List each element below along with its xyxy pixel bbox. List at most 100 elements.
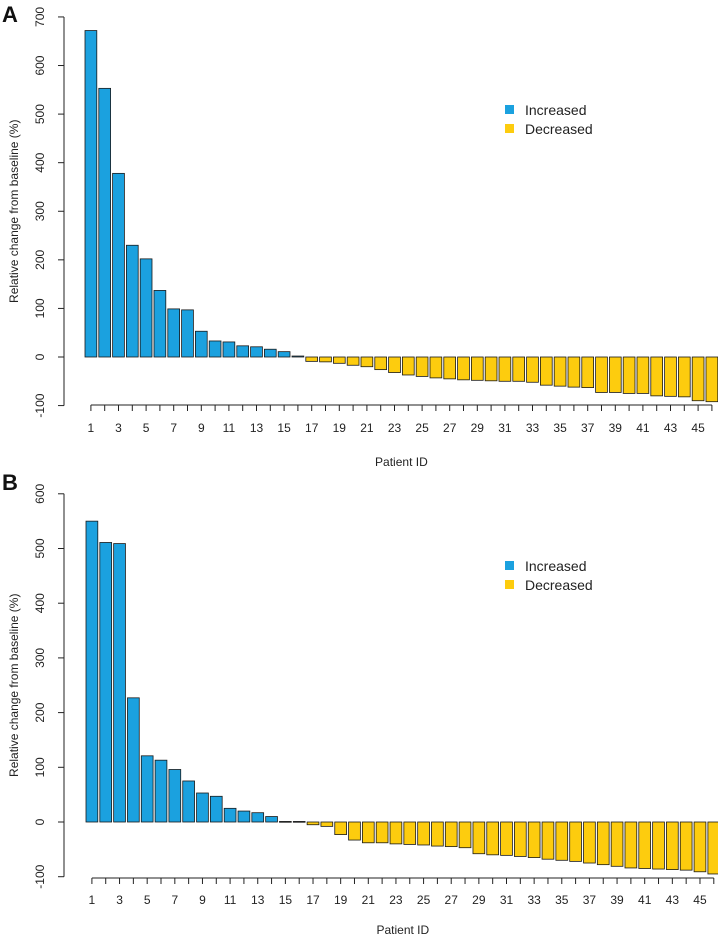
bar-patient-25 [415,356,429,377]
x-tick-label: 3 [116,893,123,907]
x-tick-label: 35 [553,421,567,435]
x-tick-label: 29 [472,893,486,907]
bar-patient-1 [84,30,98,358]
x-tick-label: 13 [251,893,265,907]
bar-patient-22 [374,356,387,371]
bar-patient-15 [277,351,291,358]
x-tick-label: 39 [609,421,623,435]
x-tick-label: 35 [555,893,569,907]
x-tick-label: 45 [691,421,705,435]
bar-patient-32 [512,356,525,382]
bar-patient-20 [348,821,361,841]
bar-patient-25 [417,821,430,846]
bar-patient-34 [540,356,553,386]
bar-patient-16 [291,355,305,358]
bar-patient-20 [346,356,360,366]
bar-patient-45 [693,821,707,873]
x-tick-label: 1 [89,893,96,907]
bar-patient-10 [208,340,222,358]
bar-patient-41 [636,356,650,394]
y-tick-label: 600 [33,55,47,75]
legend-swatch-increased [505,561,514,570]
bar-patient-44 [679,821,693,871]
bar-patient-4 [127,697,140,823]
x-tick-label: 15 [277,421,291,435]
bar-patient-5 [139,258,153,358]
x-tick-label: 5 [143,421,150,435]
y-tick-label: 300 [33,648,47,668]
panel-label: B [2,470,18,495]
bar-patient-43 [666,821,679,870]
bar-patient-13 [250,346,263,358]
bar-patient-43 [664,356,677,397]
bar-patient-5 [140,755,154,823]
bar-patient-1 [85,520,99,823]
bar-patient-12 [237,810,251,823]
x-tick-label: 9 [198,421,205,435]
bar-patient-30 [486,821,499,856]
bar-patient-28 [457,356,470,381]
chart-panel-a: A -100 0 100 200 300 400 500 600 700 Relative chan… [2,2,718,469]
x-axis-title: Patient ID [375,455,428,469]
x-tick-label: 9 [199,893,206,907]
bar-patient-41 [638,821,651,869]
x-tick-label: 33 [526,421,540,435]
y-tick-label: 400 [33,152,47,172]
x-tick-label: 25 [417,893,431,907]
bar-patient-8 [181,309,194,358]
bar-patient-35 [555,821,569,861]
x-tick-label: 41 [636,421,650,435]
bar-patient-40 [622,356,636,394]
y-tick-label: 300 [33,201,47,221]
legend-swatch-decreased [505,124,514,133]
x-tick-label: 17 [306,893,320,907]
y-tick-label: 100 [33,757,47,777]
bar-patient-31 [500,821,513,856]
bar-patient-17 [306,821,320,826]
legend: Increased Decreased [505,102,593,137]
bar-patient-46 [707,821,718,875]
x-tick-label: 45 [693,893,707,907]
bar-patient-4 [126,244,139,358]
legend-swatch-increased [505,105,514,114]
x-tick-label: 19 [333,421,347,435]
x-tick-label: 21 [360,421,374,435]
bar-patient-33 [527,821,541,858]
bar-patient-7 [168,769,182,823]
bar-patient-18 [320,821,334,827]
bar-patient-17 [305,356,318,362]
legend-label-decreased: Decreased [525,577,593,593]
y-tick-label: 200 [33,702,47,722]
bar-patient-8 [182,780,195,823]
x-tick-label: 27 [445,893,459,907]
y-tick-label: -100 [33,393,47,417]
bar-patient-19 [334,821,347,835]
bar-patient-28 [458,821,472,849]
bar-patient-31 [498,356,512,382]
bar-patient-10 [209,795,223,823]
bar-patient-23 [388,356,401,373]
bar-patient-37 [583,821,596,864]
bar-patient-23 [389,821,403,845]
bar-patient-46 [705,356,718,403]
bar-patient-27 [443,356,456,380]
bar-patient-38 [595,356,608,393]
bar-patient-38 [596,821,610,866]
legend-label-increased: Increased [525,558,586,574]
bar-patient-37 [581,356,594,389]
bar-patient-11 [223,807,237,823]
bar-patient-3 [112,172,125,358]
bar-patient-24 [401,356,415,376]
x-tick-label: 23 [389,893,403,907]
y-tick-label: 0 [33,353,47,360]
x-tick-label: 37 [581,421,595,435]
bar-patient-15 [279,821,292,823]
bar-patient-11 [222,341,236,358]
x-tick-label: 31 [500,893,514,907]
bar-patient-12 [236,345,250,358]
y-tick-label: 500 [33,538,47,558]
x-tick-label: 15 [279,893,293,907]
bar-patient-14 [265,816,278,823]
y-tick-label: 200 [33,250,47,270]
